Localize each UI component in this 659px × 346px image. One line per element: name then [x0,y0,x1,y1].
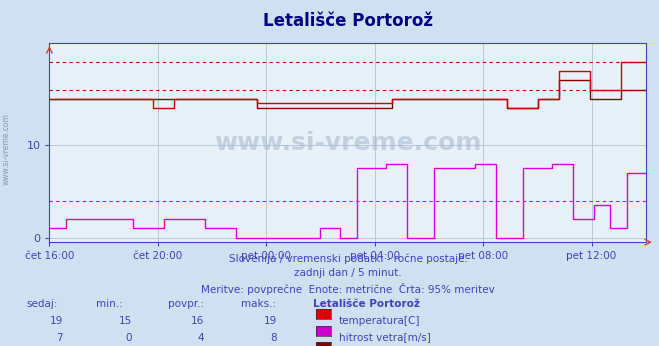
Text: zadnji dan / 5 minut.: zadnji dan / 5 minut. [294,268,402,278]
Text: 7: 7 [56,333,63,343]
Text: 16: 16 [191,316,204,326]
Text: Letališče Portorož: Letališče Portorož [313,299,420,309]
Text: maks.:: maks.: [241,299,275,309]
Text: povpr.:: povpr.: [168,299,204,309]
Text: 15: 15 [119,316,132,326]
Text: hitrost vetra[m/s]: hitrost vetra[m/s] [339,333,430,343]
Text: 8: 8 [270,333,277,343]
Text: www.si-vreme.com: www.si-vreme.com [2,113,11,185]
Text: Meritve: povprečne  Enote: metrične  Črta: 95% meritev: Meritve: povprečne Enote: metrične Črta:… [201,283,495,295]
Text: 4: 4 [198,333,204,343]
Text: www.si-vreme.com: www.si-vreme.com [214,131,481,155]
Text: 0: 0 [125,333,132,343]
Text: Letališče Portorož: Letališče Portorož [263,12,433,30]
Text: 19: 19 [49,316,63,326]
Text: min.:: min.: [96,299,123,309]
Text: 19: 19 [264,316,277,326]
Text: sedaj:: sedaj: [26,299,58,309]
Text: Slovenija / vremenski podatki - ročne postaje.: Slovenija / vremenski podatki - ročne po… [229,253,467,264]
Text: temperatura[C]: temperatura[C] [339,316,420,326]
